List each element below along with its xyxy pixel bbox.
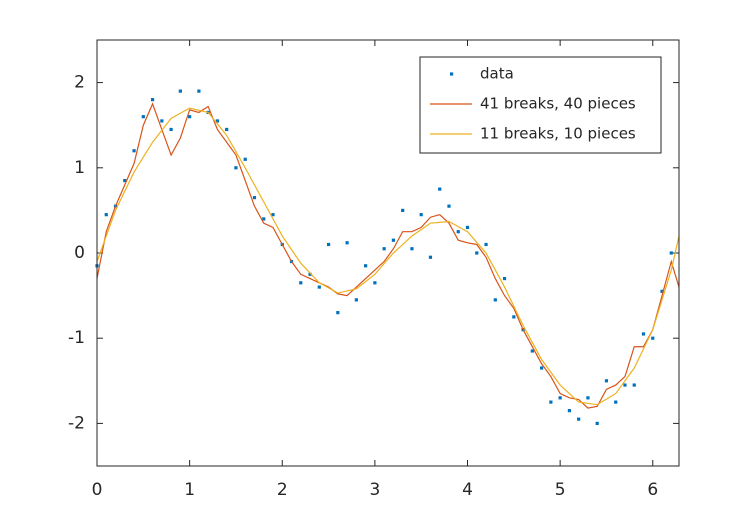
data-point [549, 400, 553, 404]
legend-label: 41 breaks, 40 pieces [480, 95, 636, 113]
data-point [641, 332, 646, 336]
data-point [428, 255, 433, 259]
legend-marker [450, 72, 454, 76]
data-point [169, 127, 173, 132]
data-point [660, 289, 664, 293]
data-point [160, 119, 164, 123]
data-point [651, 336, 655, 340]
data-point [669, 251, 673, 255]
data-point [345, 241, 349, 245]
data-point [456, 230, 460, 234]
data-point [104, 213, 108, 217]
data-point [401, 208, 405, 212]
data-point [215, 119, 220, 123]
data-point [123, 178, 127, 183]
data-point [391, 238, 396, 242]
data-point [577, 417, 581, 421]
data-point [382, 247, 386, 251]
data-point [595, 421, 599, 425]
y-tick-label: 2 [74, 73, 85, 93]
legend-label: data [480, 65, 514, 83]
data-point [502, 276, 507, 281]
x-tick-label: 0 [92, 480, 103, 500]
data-point [178, 89, 182, 93]
y-tick-label: 0 [74, 243, 85, 263]
x-tick-label: 4 [462, 480, 473, 500]
legend-label: 11 breaks, 10 pieces [480, 125, 636, 143]
data-point [336, 311, 340, 315]
legend: data 41 breaks, 40 pieces 11 breaks, 10 pi… [419, 56, 662, 154]
data-point [604, 379, 609, 383]
data-point [326, 242, 331, 247]
y-tick-label: 1 [74, 158, 85, 178]
data-point [447, 204, 451, 208]
data-point [373, 281, 377, 285]
data-point [308, 272, 312, 276]
fit-line [96, 107, 680, 406]
data-point [410, 247, 414, 251]
data-point [540, 366, 544, 370]
data-point [271, 213, 275, 217]
data-point [262, 217, 266, 221]
data-point [364, 264, 368, 268]
data-point [132, 149, 136, 153]
data-point [512, 315, 516, 319]
data-point [150, 98, 155, 102]
data-point [317, 285, 321, 289]
x-tick-label: 2 [277, 480, 288, 500]
data-point [484, 242, 488, 247]
data-point [530, 349, 534, 353]
data-point [243, 157, 247, 161]
data-point [632, 383, 636, 387]
data-point [614, 400, 618, 404]
data-point [493, 298, 497, 302]
y-tick-label: -2 [68, 413, 85, 433]
data-point [234, 166, 238, 170]
plot-series [95, 89, 680, 425]
y-tick-label: -1 [68, 328, 85, 348]
legend-box [419, 56, 662, 154]
data-point [354, 298, 358, 302]
x-tick-label: 3 [369, 480, 380, 500]
data-point [419, 213, 423, 217]
data-point [141, 115, 145, 119]
data-point [567, 409, 572, 413]
data-point [475, 251, 479, 255]
data-point [623, 383, 627, 387]
data-point [586, 396, 590, 400]
data-point [438, 187, 442, 191]
data-point [252, 196, 257, 200]
data-point [299, 281, 303, 285]
data-point [558, 396, 562, 400]
axes-box [96, 39, 680, 467]
data-point [465, 225, 470, 230]
data-point [197, 89, 201, 93]
x-tick-label: 5 [555, 480, 566, 500]
x-tick-label: 6 [647, 480, 658, 500]
fit-line [96, 102, 680, 409]
x-tick-label: 1 [184, 480, 195, 500]
data-point [188, 115, 192, 119]
data-point [225, 127, 229, 132]
